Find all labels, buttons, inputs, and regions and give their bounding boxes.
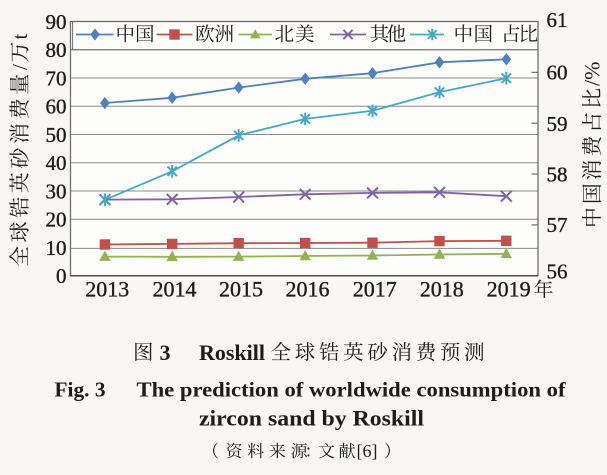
svg-text:59: 59 xyxy=(547,112,568,136)
svg-text:2016: 2016 xyxy=(286,277,330,302)
svg-text:50: 50 xyxy=(46,123,67,147)
svg-text:10: 10 xyxy=(46,236,67,260)
svg-text:/: / xyxy=(8,64,32,70)
svg-text:20: 20 xyxy=(46,208,67,232)
svg-text:The prediction of worldwide co: The prediction of worldwide consumption … xyxy=(137,377,567,401)
svg-text:2014: 2014 xyxy=(153,277,197,302)
svg-text:40: 40 xyxy=(46,151,67,175)
svg-text:/%: /% xyxy=(580,62,605,86)
svg-text:70: 70 xyxy=(46,66,67,90)
svg-text:80: 80 xyxy=(46,38,67,62)
svg-text:58: 58 xyxy=(547,162,568,186)
svg-text:Roskill: Roskill xyxy=(199,341,265,365)
svg-text:2019: 2019 xyxy=(487,277,531,302)
svg-text:[6]: [6] xyxy=(357,441,378,461)
svg-text:61: 61 xyxy=(547,8,568,32)
svg-text:3: 3 xyxy=(160,340,171,365)
svg-text:2015: 2015 xyxy=(219,277,263,302)
svg-text:t: t xyxy=(8,34,32,40)
svg-text:57: 57 xyxy=(547,213,568,237)
svg-text:0: 0 xyxy=(56,264,67,288)
svg-text:56: 56 xyxy=(547,259,568,283)
svg-text:60: 60 xyxy=(46,95,67,119)
svg-text:2013: 2013 xyxy=(85,277,129,302)
svg-text:zircon sand by Roskill: zircon sand by Roskill xyxy=(199,405,424,430)
svg-text:2018: 2018 xyxy=(420,277,464,302)
svg-text:60: 60 xyxy=(547,60,568,84)
svg-text:90: 90 xyxy=(46,10,67,34)
svg-text:30: 30 xyxy=(46,179,67,203)
svg-text:Fig. 3: Fig. 3 xyxy=(55,377,106,401)
svg-text:2017: 2017 xyxy=(353,277,397,302)
